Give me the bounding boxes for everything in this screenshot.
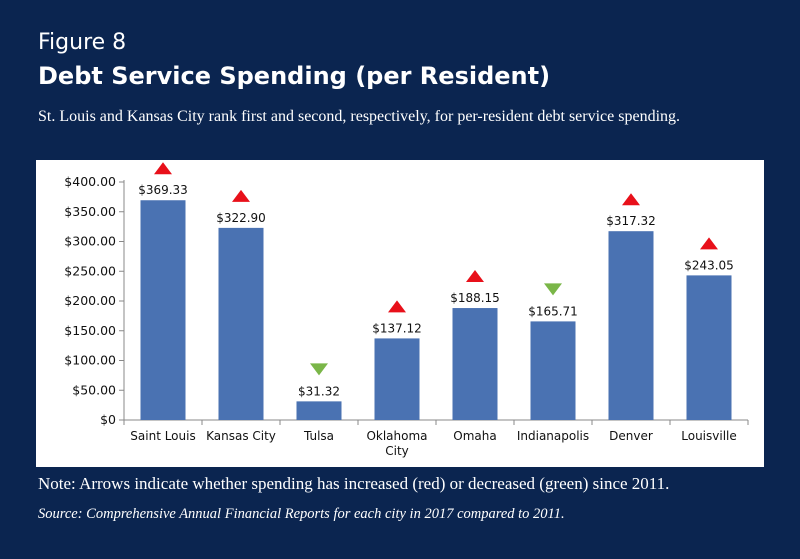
- x-category-label: Tulsa: [303, 429, 334, 443]
- y-tick-label: $250.00: [64, 263, 116, 278]
- bar: [296, 401, 342, 420]
- bar: [452, 308, 498, 420]
- bar: [686, 275, 732, 420]
- bar: [218, 227, 264, 420]
- x-category-label: Saint Louis: [130, 429, 195, 443]
- chart-title: Debt Service Spending (per Resident): [38, 62, 551, 90]
- x-category-label: Omaha: [453, 429, 496, 443]
- data-label: $165.71: [528, 304, 578, 318]
- data-label: $31.32: [298, 384, 340, 398]
- x-category-label: Kansas City: [206, 429, 276, 443]
- data-label: $137.12: [372, 321, 422, 335]
- y-tick-label: $0: [100, 412, 116, 427]
- x-category-label: Oklahoma: [366, 429, 427, 443]
- x-category-label: Denver: [609, 429, 653, 443]
- chart-note: Note: Arrows indicate whether spending h…: [38, 474, 670, 493]
- data-label: $317.32: [606, 214, 656, 228]
- data-label: $188.15: [450, 291, 500, 305]
- y-tick-label: $50.00: [72, 382, 116, 397]
- data-label: $243.05: [684, 258, 734, 272]
- x-category-label: City: [385, 444, 409, 458]
- data-label: $369.33: [138, 183, 188, 197]
- decrease-arrow-icon: [544, 283, 562, 296]
- increase-arrow-icon: [232, 189, 250, 202]
- y-tick-label: $350.00: [64, 204, 116, 219]
- figure-label: Figure 8: [38, 30, 127, 55]
- increase-arrow-icon: [622, 193, 640, 206]
- x-category-label: Louisville: [681, 429, 737, 443]
- y-tick-label: $150.00: [64, 323, 116, 338]
- bar: [608, 231, 654, 420]
- y-tick-label: $400.00: [64, 174, 116, 189]
- increase-arrow-icon: [700, 237, 718, 250]
- chart-source: Source: Comprehensive Annual Financial R…: [38, 506, 565, 522]
- chart-subtitle: St. Louis and Kansas City rank first and…: [38, 108, 681, 125]
- y-tick-label: $200.00: [64, 293, 116, 308]
- x-category-label: Indianapolis: [517, 429, 589, 443]
- data-label: $322.90: [216, 211, 266, 225]
- bar: [140, 200, 186, 420]
- bar-chart: $0 $50.00 $100.00 $150.00 $200.00 $250.00 $300…: [64, 162, 749, 458]
- y-tick-label: $100.00: [64, 353, 116, 368]
- y-tick-label: $300.00: [64, 234, 116, 249]
- plot-area: $0 $50.00 $100.00 $150.00 $200.00 $250.00 $300…: [36, 160, 764, 467]
- increase-arrow-icon: [388, 300, 406, 313]
- bar: [374, 338, 420, 420]
- decrease-arrow-icon: [310, 363, 328, 376]
- bar: [530, 321, 576, 420]
- increase-arrow-icon: [466, 270, 484, 283]
- increase-arrow-icon: [154, 162, 172, 175]
